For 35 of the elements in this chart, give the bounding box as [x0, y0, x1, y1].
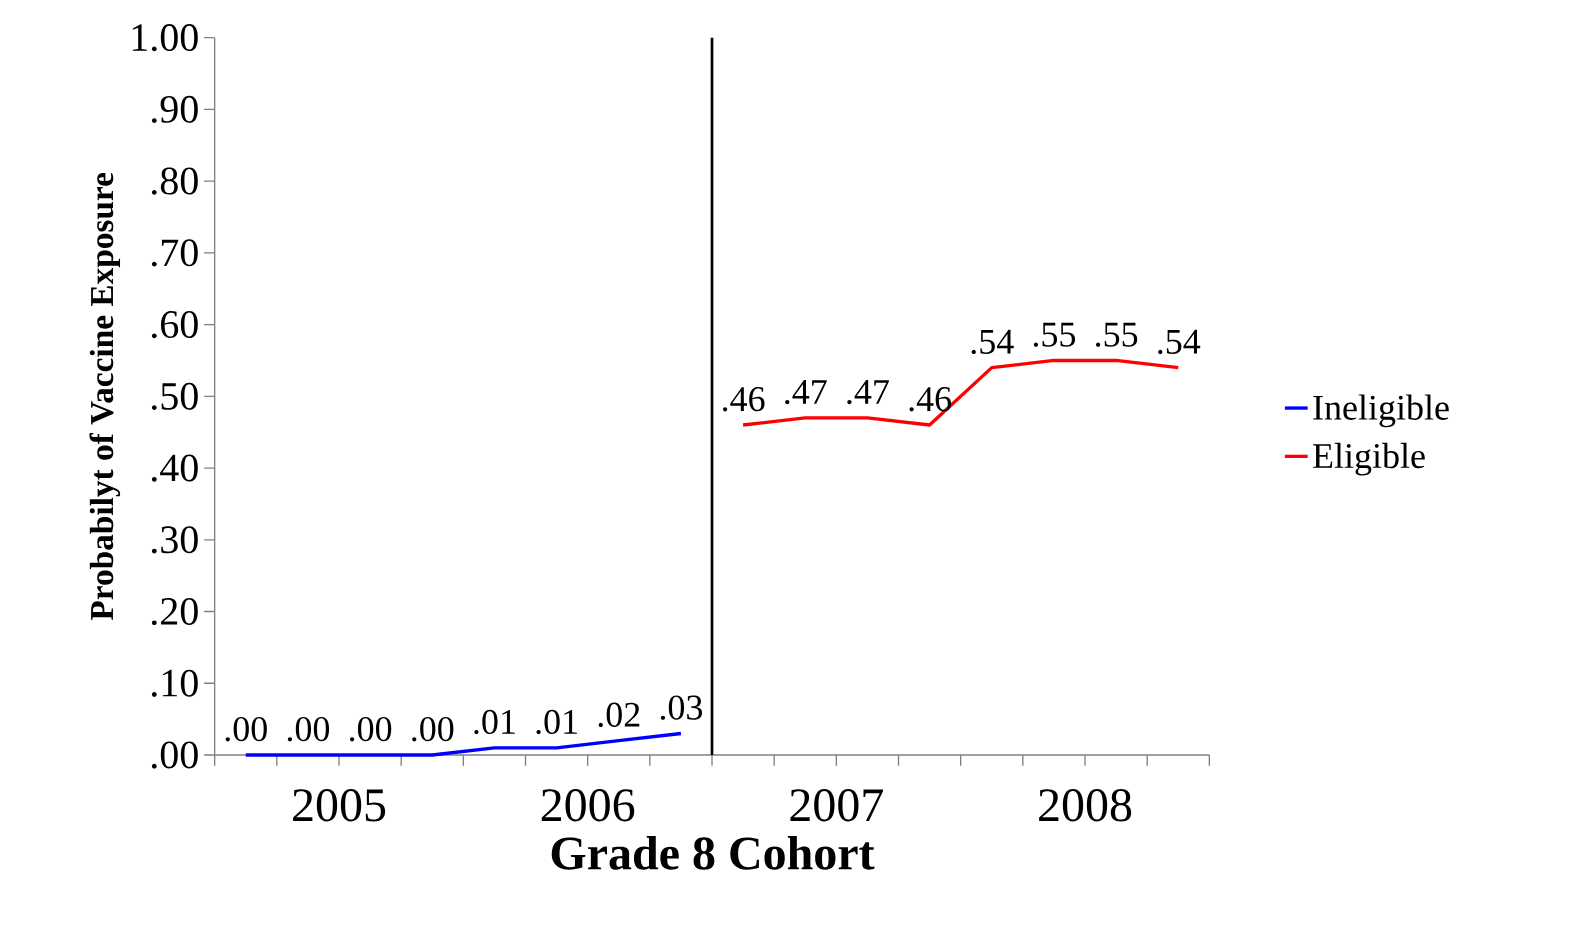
data-label: .00: [412, 716, 454, 742]
legend-label: Eligible: [1313, 442, 1425, 476]
data-label: .55: [1033, 322, 1076, 347]
y-tick-label: .50: [151, 382, 198, 410]
data-label: .47: [785, 380, 827, 405]
data-label: .03: [660, 695, 703, 720]
data-label: .54: [971, 329, 1014, 355]
x-tick-label: 2006: [541, 789, 635, 822]
data-label: .00: [225, 716, 267, 742]
data-label: .55: [1095, 322, 1138, 347]
y-tick-label: .10: [151, 669, 198, 697]
y-tick-label: .00: [151, 741, 198, 769]
y-tick-label: .40: [151, 454, 198, 482]
legend-label: Ineligible: [1313, 394, 1449, 428]
data-label: .54: [1158, 329, 1201, 355]
data-label: .00: [349, 716, 392, 742]
y-tick-label: 1.00: [132, 24, 198, 52]
data-label: .00: [287, 716, 330, 742]
data-label: .46: [909, 387, 952, 412]
y-tick-label: .70: [151, 239, 198, 267]
y-axis-title: Probabilyt of Vaccine Exposure: [89, 172, 121, 621]
data-label: .47: [847, 380, 889, 405]
y-tick-label: .80: [151, 167, 198, 195]
data-label: .46: [722, 387, 765, 412]
y-tick-label: .30: [151, 526, 198, 554]
y-tick-label: .90: [151, 95, 198, 123]
data-label: .02: [598, 702, 640, 728]
x-tick-label: 2005: [293, 789, 386, 822]
y-tick-label: .20: [151, 597, 198, 626]
x-axis-title: Grade 8 Cohort: [551, 835, 875, 870]
y-tick-label: .60: [151, 311, 198, 339]
data-label: .01: [474, 709, 515, 735]
data-label: .01: [536, 709, 577, 735]
x-tick-label: 2007: [790, 789, 883, 822]
x-tick-label: 2008: [1039, 789, 1132, 822]
